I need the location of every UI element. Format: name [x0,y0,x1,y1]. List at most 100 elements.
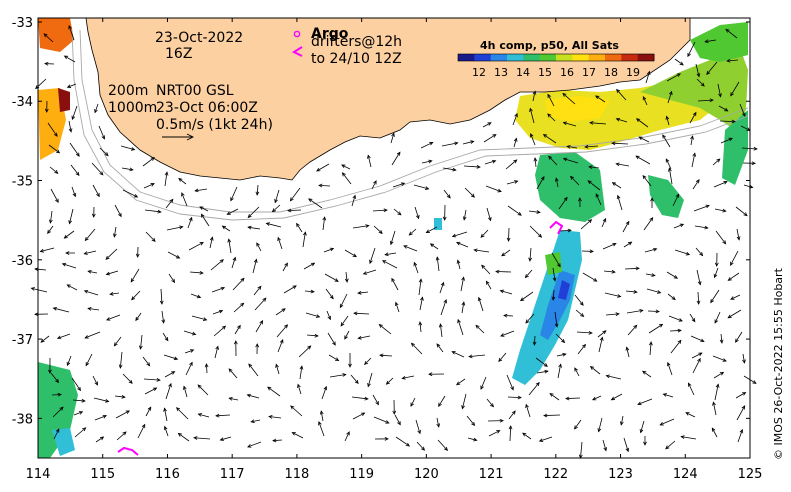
y-tick-label: -38 [12,412,33,427]
current-arrow-head [457,318,461,324]
current-arrow-head [730,261,734,266]
current-arrow [690,335,705,342]
current-arrow-head [480,385,484,390]
current-arrow [197,384,209,396]
current-arrow [606,375,622,380]
current-arrow [342,172,352,185]
current-arrow-head [385,420,390,424]
current-arrow [121,167,133,171]
current-arrow [624,267,640,270]
current-arrow-head [562,121,567,126]
current-arrow [248,226,261,230]
current-arrow [467,437,477,441]
current-arrow-head [533,157,538,162]
current-arrow [277,237,283,250]
current-arrow-head [400,182,406,186]
current-arrow [395,436,410,447]
current-arrow-head [557,263,561,268]
current-arrow [440,324,443,338]
current-arrow [626,309,643,314]
current-arrow [576,331,592,334]
current-arrow [623,241,632,248]
current-arrow [480,376,487,390]
current-arrow-head [424,186,430,190]
current-arrow [395,302,400,313]
current-arrow-head [743,212,748,217]
current-arrow-head [81,398,86,403]
current-arrow-head [164,171,169,176]
current-arrow-head [480,233,485,238]
current-arrow-head [554,323,559,328]
current-arrow-head [178,177,183,182]
current-arrow [644,248,657,253]
current-arrow-head [215,345,219,350]
current-arrow-head [677,328,682,333]
current-arrow-head [514,180,519,184]
current-arrow-head [413,261,418,267]
current-arrow [390,230,396,245]
current-arrow [386,377,394,385]
current-arrow [727,59,739,62]
current-arrow [714,208,726,212]
current-arrow-head [435,256,440,261]
current-arrow [697,291,700,305]
current-arrow [394,414,401,425]
current-arrow [143,183,155,189]
current-arrow-head [164,337,169,342]
current-arrow-head [500,333,505,337]
current-arrow [625,290,637,293]
current-arrow [528,382,540,396]
current-arrow-head [706,70,711,76]
current-arrow [616,163,630,167]
x-tick-label: 124 [673,467,698,482]
current-arrow [507,396,522,399]
current-arrow-head [297,383,301,388]
current-arrow [461,302,465,314]
current-arrow [316,163,330,172]
current-arrow-head [742,359,746,364]
current-arrow-head [362,271,368,275]
current-arrow-head [68,220,73,225]
current-arrow [232,278,245,291]
current-arrow-head [122,431,127,436]
drifter-track [117,446,139,456]
current-arrow-head [403,245,408,249]
current-arrow [617,195,623,211]
current-arrow [616,118,628,123]
current-arrow-head [658,323,664,328]
current-arrow-head [373,180,377,185]
current-arrow-head [547,93,552,98]
current-arrow [495,271,512,273]
current-arrow [525,269,533,278]
current-arrow-head [357,335,362,340]
y-axis-ticks: -33 -34 -35 -36 -37 -38 [12,16,750,427]
current-arrow-head [615,312,620,316]
current-arrow [275,308,286,316]
current-arrow [507,205,522,216]
current-arrow [500,330,515,337]
current-arrow-head [741,405,746,410]
current-arrow-head [408,231,413,236]
current-arrow-head [456,381,461,386]
current-arrow [352,225,369,229]
current-arrow-head [714,262,719,267]
current-arrow [506,180,518,185]
current-arrow-head [169,198,174,203]
current-arrow-head [625,346,630,351]
sst-east-green [648,175,684,218]
current-arrow-head [53,132,58,137]
current-arrow-head [595,95,600,100]
x-tick-label: 118 [284,467,309,482]
current-arrow-head [287,208,292,213]
current-arrow [605,313,619,316]
current-arrow-head [197,384,202,389]
current-arrow-head [77,386,81,392]
current-arrow-head [562,157,568,162]
current-arrow [739,103,746,117]
current-arrow-head [713,273,718,279]
current-arrow-head [256,242,260,247]
current-arrow [622,221,630,233]
current-arrow-head [525,319,530,324]
current-arrow-head [444,446,449,452]
current-arrow-head [716,158,721,163]
